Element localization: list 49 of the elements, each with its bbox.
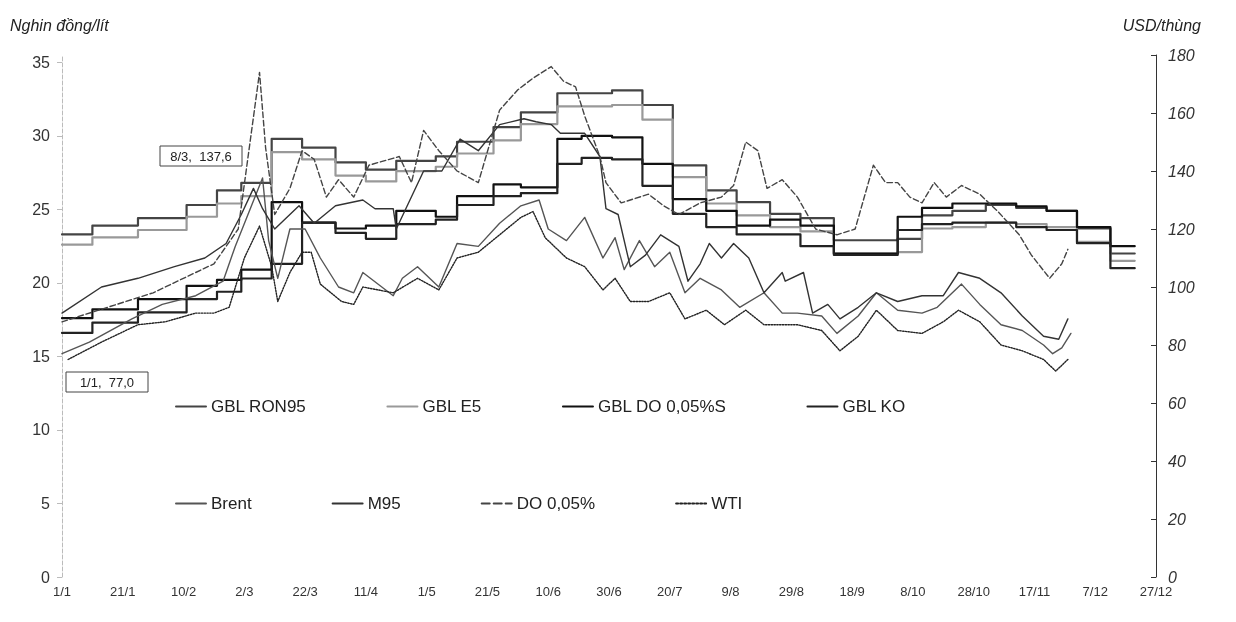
- y-tick-label: 25: [32, 200, 51, 218]
- x-tick-label: 18/9: [839, 584, 865, 599]
- y-tick-label: 35: [32, 53, 51, 71]
- y2-axis-title: USD/thùng: [1122, 16, 1202, 34]
- x-tick-label: 10/6: [535, 584, 561, 599]
- x-tick-label: 20/7: [657, 584, 683, 599]
- y-axis-title: Nghin đồng/lít: [10, 16, 110, 34]
- y2-tick-label: 140: [1168, 162, 1195, 180]
- y-tick-label: 30: [32, 127, 51, 145]
- legend-label: DO 0,05%: [516, 494, 596, 513]
- x-tick-label: 30/6: [596, 584, 622, 599]
- y2-tick-label: 120: [1168, 220, 1195, 238]
- x-tick-label: 27/12: [1139, 584, 1173, 599]
- annotation: 8/3, 137,6: [170, 148, 232, 164]
- x-tick-label: 11/4: [353, 584, 379, 599]
- x-tick-label: 1/5: [417, 584, 436, 599]
- y2-tick-label: 160: [1168, 104, 1195, 122]
- y-tick-label: 5: [41, 494, 51, 512]
- legend-label: GBL KO: [842, 397, 906, 416]
- x-tick-label: 2/3: [235, 584, 254, 599]
- legend-label: WTI: [711, 494, 743, 513]
- y-tick-label: 20: [32, 274, 51, 292]
- x-tick-label: 17/11: [1018, 584, 1051, 599]
- x-tick-label: 29/8: [778, 584, 804, 599]
- annotation: 1/1, 77,0: [79, 374, 135, 390]
- y-tick-label: 0: [41, 568, 51, 586]
- y2-tick-label: 60: [1168, 394, 1186, 412]
- y2-tick-label: 180: [1168, 46, 1195, 64]
- y2-tick-label: 0: [1168, 568, 1177, 586]
- legend-label: Brent: [211, 494, 252, 513]
- x-tick-label: 1/1: [52, 584, 72, 599]
- x-tick-label: 9/8: [721, 584, 740, 599]
- y-tick-label: 10: [32, 421, 51, 439]
- y2-tick-label: 40: [1168, 452, 1186, 470]
- x-tick-label: 28/10: [957, 584, 990, 599]
- x-tick-label: 21/1: [110, 584, 136, 599]
- legend-label: M95: [367, 494, 401, 513]
- y-tick-label: 15: [32, 347, 51, 365]
- x-tick-label: 22/3: [292, 584, 318, 599]
- x-tick-label: 21/5: [474, 584, 501, 599]
- x-tick-label: 10/2: [170, 584, 197, 599]
- y2-tick-label: 80: [1168, 336, 1186, 354]
- x-tick-label: 7/12: [1082, 584, 1108, 599]
- y2-tick-label: 20: [1167, 510, 1186, 528]
- legend-label: GBL RON95: [211, 397, 306, 416]
- x-tick-label: 8/10: [900, 584, 926, 599]
- legend-label: GBL E5: [422, 397, 482, 416]
- legend-label: GBL DO 0,05%S: [597, 397, 726, 416]
- y2-tick-label: 100: [1168, 278, 1195, 296]
